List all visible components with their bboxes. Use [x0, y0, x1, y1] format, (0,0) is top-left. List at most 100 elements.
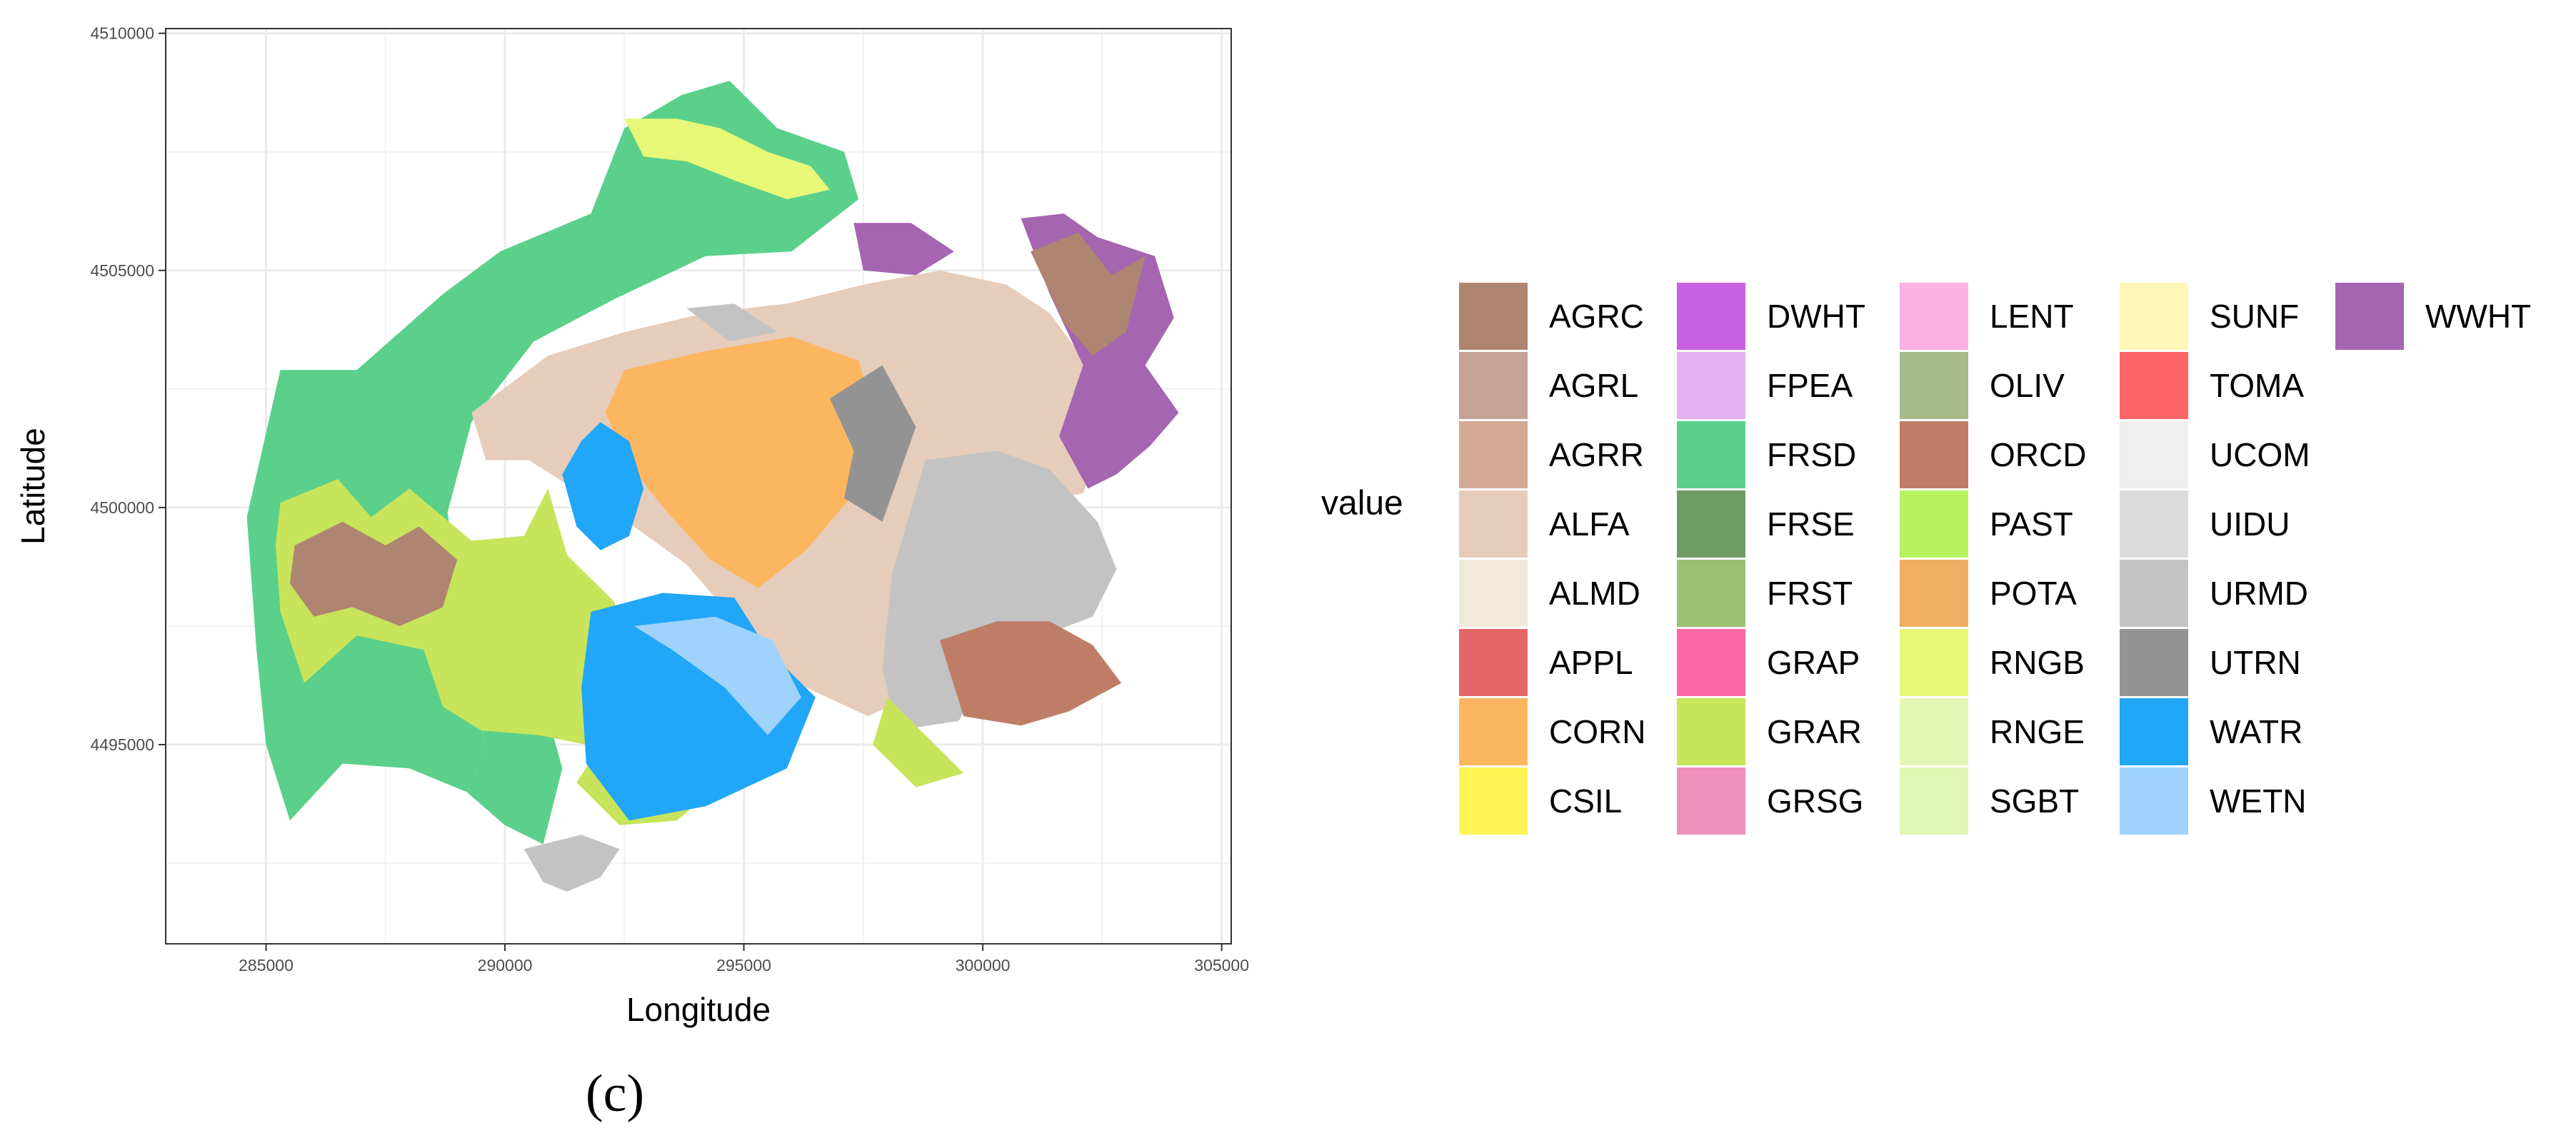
legend-entry-rnge: RNGE	[1900, 698, 2085, 766]
region-north-wheat	[853, 223, 954, 276]
legend-entry-appl: APPL	[1459, 628, 1633, 697]
legend-label: FRSD	[1767, 436, 1857, 473]
legend-swatch	[1900, 283, 1968, 350]
legend-entry-corn: CORN	[1459, 698, 1645, 766]
legend-swatch	[1459, 698, 1528, 765]
legend-swatch	[2120, 490, 2188, 558]
legend-swatch	[2120, 560, 2188, 627]
legend-swatch	[1677, 629, 1745, 696]
legend-label: SUNF	[2210, 298, 2300, 335]
legend-entry-csil: CSIL	[1459, 767, 1622, 835]
legend-swatch	[1900, 352, 1968, 419]
panel-label: (c)	[586, 1064, 645, 1123]
legend-entry-sunf: SUNF	[2120, 282, 2299, 351]
legend-label: AGRR	[1549, 436, 1644, 473]
legend-label: SGBT	[1990, 782, 2080, 820]
legend-entry-uidu: UIDU	[2120, 490, 2290, 558]
legend-swatch	[1459, 560, 1528, 627]
legend-swatch	[1459, 767, 1528, 835]
x-tick-label: 300000	[956, 956, 1011, 975]
legend-label: DWHT	[1767, 298, 1865, 335]
legend-entry-almd: ALMD	[1459, 559, 1640, 628]
x-tick-label: 305000	[1194, 956, 1249, 975]
legend-entry-pota: POTA	[1900, 559, 2077, 628]
legend-entry-agrr: AGRR	[1459, 421, 1644, 489]
legend-swatch	[2120, 352, 2188, 419]
land-use-regions	[246, 81, 1179, 892]
legend-swatch	[2120, 698, 2188, 765]
legend-entry-rngb: RNGB	[1900, 628, 2085, 697]
legend-entry-utrn: UTRN	[2120, 628, 2301, 697]
legend-entry-frsd: FRSD	[1677, 421, 1856, 489]
x-tick-label: 290000	[478, 956, 533, 975]
legend-entry-ucom: UCOM	[2120, 421, 2310, 489]
legend-label: UCOM	[2210, 436, 2310, 473]
legend-entry-grsg: GRSG	[1677, 767, 1863, 835]
legend-label: POTA	[1990, 575, 2077, 612]
legend-swatch	[2120, 629, 2188, 696]
y-tick-label: 4510000	[90, 24, 154, 43]
legend-swatch	[2335, 283, 2404, 350]
legend-swatch	[1677, 283, 1745, 350]
legend-label: PAST	[1990, 505, 2073, 543]
legend-swatch	[1459, 629, 1528, 696]
legend-swatch	[1677, 560, 1745, 627]
legend-label: GRAP	[1767, 644, 1860, 681]
region-east-orchard	[939, 621, 1122, 726]
legend-label: OLIV	[1990, 367, 2065, 404]
legend-label: UTRN	[2210, 644, 2301, 681]
legend-entry-urmd: URMD	[2120, 559, 2308, 628]
y-tick-label: 4505000	[90, 261, 154, 280]
region-east-quarry	[882, 450, 1117, 731]
legend-label: WETN	[2210, 782, 2307, 820]
legend-swatch	[1900, 629, 1968, 696]
region-north-lake	[562, 422, 644, 550]
legend-entry-agrc: AGRC	[1459, 282, 1644, 351]
legend-label: ALFA	[1549, 505, 1630, 543]
legend-swatch	[1459, 283, 1528, 350]
legend-label: FRSE	[1767, 505, 1855, 543]
region-south-tip	[523, 835, 620, 892]
region-east-agri	[1031, 232, 1146, 356]
legend-entry-orcd: ORCD	[1900, 421, 2086, 489]
legend-swatch	[1900, 560, 1968, 627]
y-tick-label: 4495000	[90, 735, 154, 754]
legend-swatch	[1677, 698, 1745, 765]
legend-swatch	[2120, 767, 2188, 835]
x-tick-label: 285000	[239, 956, 294, 975]
legend-label: FRST	[1767, 575, 1853, 612]
legend-label: AGRC	[1549, 298, 1644, 335]
legend-entry-frse: FRSE	[1677, 490, 1855, 558]
legend-swatch	[1459, 490, 1528, 558]
region-west-agri	[290, 521, 458, 626]
legend-entry-toma: TOMA	[2120, 351, 2304, 420]
legend-swatch	[2120, 421, 2188, 488]
legend-entry-lent: LENT	[1900, 282, 2074, 351]
region-southeast-grassland	[873, 697, 964, 787]
legend-label: RNGB	[1990, 644, 2085, 681]
x-tick-label: 295000	[716, 956, 771, 975]
legend-label: GRAR	[1767, 713, 1862, 750]
legend-entry-frst: FRST	[1677, 559, 1853, 628]
y-tick-label: 4500000	[90, 498, 154, 517]
legend-label: AGRL	[1549, 367, 1639, 404]
legend-entry-dwht: DWHT	[1677, 282, 1865, 351]
legend-swatch	[1900, 421, 1968, 488]
legend-entry-grar: GRAR	[1677, 698, 1862, 766]
legend-label: ORCD	[1990, 436, 2087, 473]
region-north-grassland	[624, 119, 830, 200]
axis-ticks: 285000 290000 295000 300000 305000 4495000 450…	[90, 24, 1249, 975]
legend-label: URMD	[2210, 575, 2308, 612]
region-lake-wetland	[633, 616, 801, 735]
legend-title: value	[1321, 484, 1403, 523]
legend-label: TOMA	[2210, 367, 2305, 404]
legend-swatch	[2120, 283, 2188, 350]
legend-swatch	[1459, 352, 1528, 419]
legend-entry-grap: GRAP	[1677, 628, 1860, 697]
legend-entry-oliv: OLIV	[1900, 351, 2065, 420]
legend-entry-sgbt: SGBT	[1900, 767, 2079, 835]
region-north-residential	[686, 303, 778, 342]
legend-entry-wwht: WWHT	[2335, 282, 2531, 351]
